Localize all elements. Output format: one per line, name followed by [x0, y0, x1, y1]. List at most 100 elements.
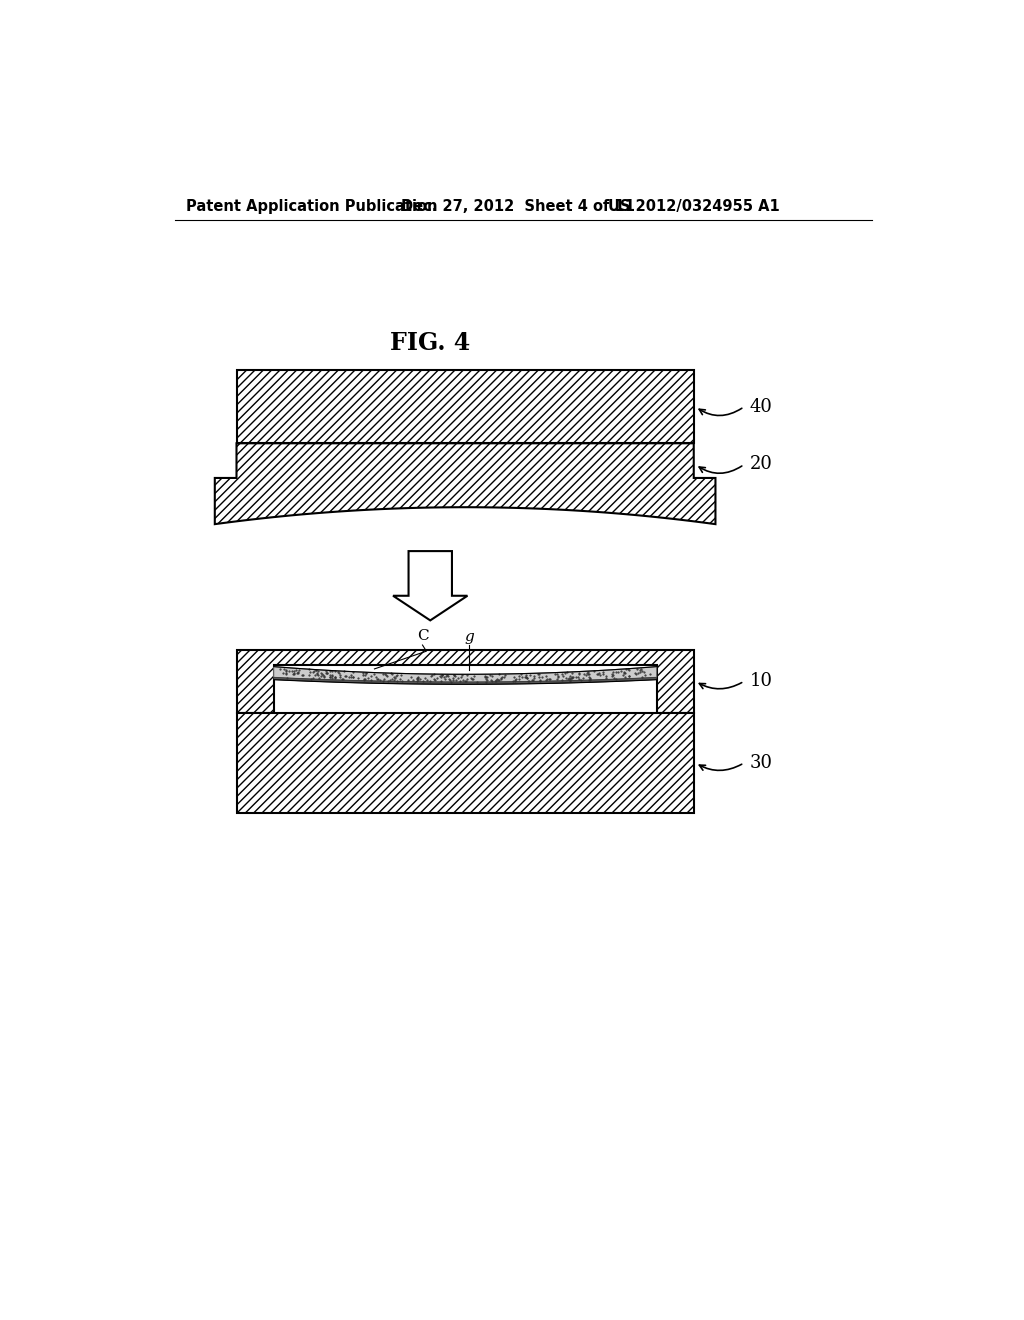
Point — [294, 664, 310, 685]
Point — [370, 668, 386, 689]
Point — [562, 669, 579, 690]
Point — [632, 661, 648, 682]
Point — [410, 667, 426, 688]
Point — [511, 665, 527, 686]
Point — [517, 667, 534, 688]
Bar — [237, 713, 693, 813]
Point — [383, 668, 399, 689]
Point — [415, 671, 431, 692]
Point — [572, 669, 589, 690]
Point — [433, 671, 450, 692]
Point — [354, 663, 371, 684]
Point — [327, 668, 343, 689]
Point — [432, 667, 449, 688]
Point — [524, 669, 541, 690]
Point — [327, 661, 343, 682]
Polygon shape — [215, 444, 716, 524]
Point — [477, 665, 494, 686]
Point — [582, 669, 598, 690]
Point — [417, 668, 433, 689]
Point — [481, 664, 498, 685]
Point — [384, 664, 400, 685]
Point — [313, 664, 330, 685]
Polygon shape — [273, 677, 656, 684]
Text: 40: 40 — [750, 397, 772, 416]
Point — [591, 663, 607, 684]
Point — [438, 665, 455, 686]
Point — [306, 665, 323, 686]
Point — [592, 665, 608, 686]
Point — [278, 661, 294, 682]
Point — [312, 663, 329, 684]
Point — [642, 663, 658, 684]
Point — [305, 667, 322, 688]
Point — [523, 669, 540, 690]
Point — [362, 669, 379, 690]
Point — [614, 665, 631, 686]
Point — [342, 667, 358, 688]
Point — [459, 668, 475, 689]
Point — [324, 665, 340, 686]
Point — [322, 661, 338, 682]
Point — [312, 665, 329, 686]
Point — [335, 668, 351, 689]
Point — [301, 659, 317, 680]
Point — [340, 667, 356, 688]
Point — [549, 664, 565, 685]
Point — [506, 671, 522, 692]
Point — [422, 671, 438, 692]
Point — [521, 664, 538, 685]
Point — [318, 663, 335, 684]
Point — [315, 665, 332, 686]
Point — [468, 672, 484, 693]
Point — [495, 667, 511, 688]
Point — [488, 669, 505, 690]
Text: g: g — [464, 630, 474, 644]
Point — [293, 665, 309, 686]
Point — [356, 669, 373, 690]
Point — [492, 669, 508, 690]
Point — [377, 664, 393, 685]
Point — [617, 663, 634, 684]
Point — [419, 671, 435, 692]
Text: C: C — [417, 630, 428, 644]
Point — [386, 667, 402, 688]
Point — [310, 660, 327, 681]
Point — [274, 663, 291, 684]
Point — [410, 667, 426, 688]
Point — [519, 668, 536, 689]
Point — [435, 667, 452, 688]
Point — [460, 665, 476, 686]
Point — [386, 668, 402, 689]
Point — [278, 663, 294, 684]
Point — [595, 661, 611, 682]
Point — [604, 664, 621, 685]
Point — [288, 660, 304, 681]
Point — [315, 664, 332, 685]
Point — [581, 669, 597, 690]
Point — [441, 669, 458, 690]
Point — [445, 665, 462, 686]
Point — [628, 664, 644, 685]
Point — [388, 665, 404, 686]
Point — [510, 668, 526, 689]
Point — [355, 669, 372, 690]
Text: FIG. 4: FIG. 4 — [390, 331, 470, 355]
Point — [550, 665, 566, 686]
Point — [344, 661, 360, 682]
Point — [375, 671, 391, 692]
Point — [399, 669, 416, 690]
Point — [409, 671, 425, 692]
Point — [425, 664, 441, 685]
Point — [497, 664, 513, 685]
Point — [550, 667, 566, 688]
Point — [378, 664, 394, 685]
Point — [394, 671, 411, 692]
Point — [286, 663, 302, 684]
Point — [434, 665, 451, 686]
Point — [571, 663, 588, 684]
Point — [539, 669, 555, 690]
Point — [514, 667, 530, 688]
Point — [541, 668, 557, 689]
Point — [554, 663, 570, 684]
